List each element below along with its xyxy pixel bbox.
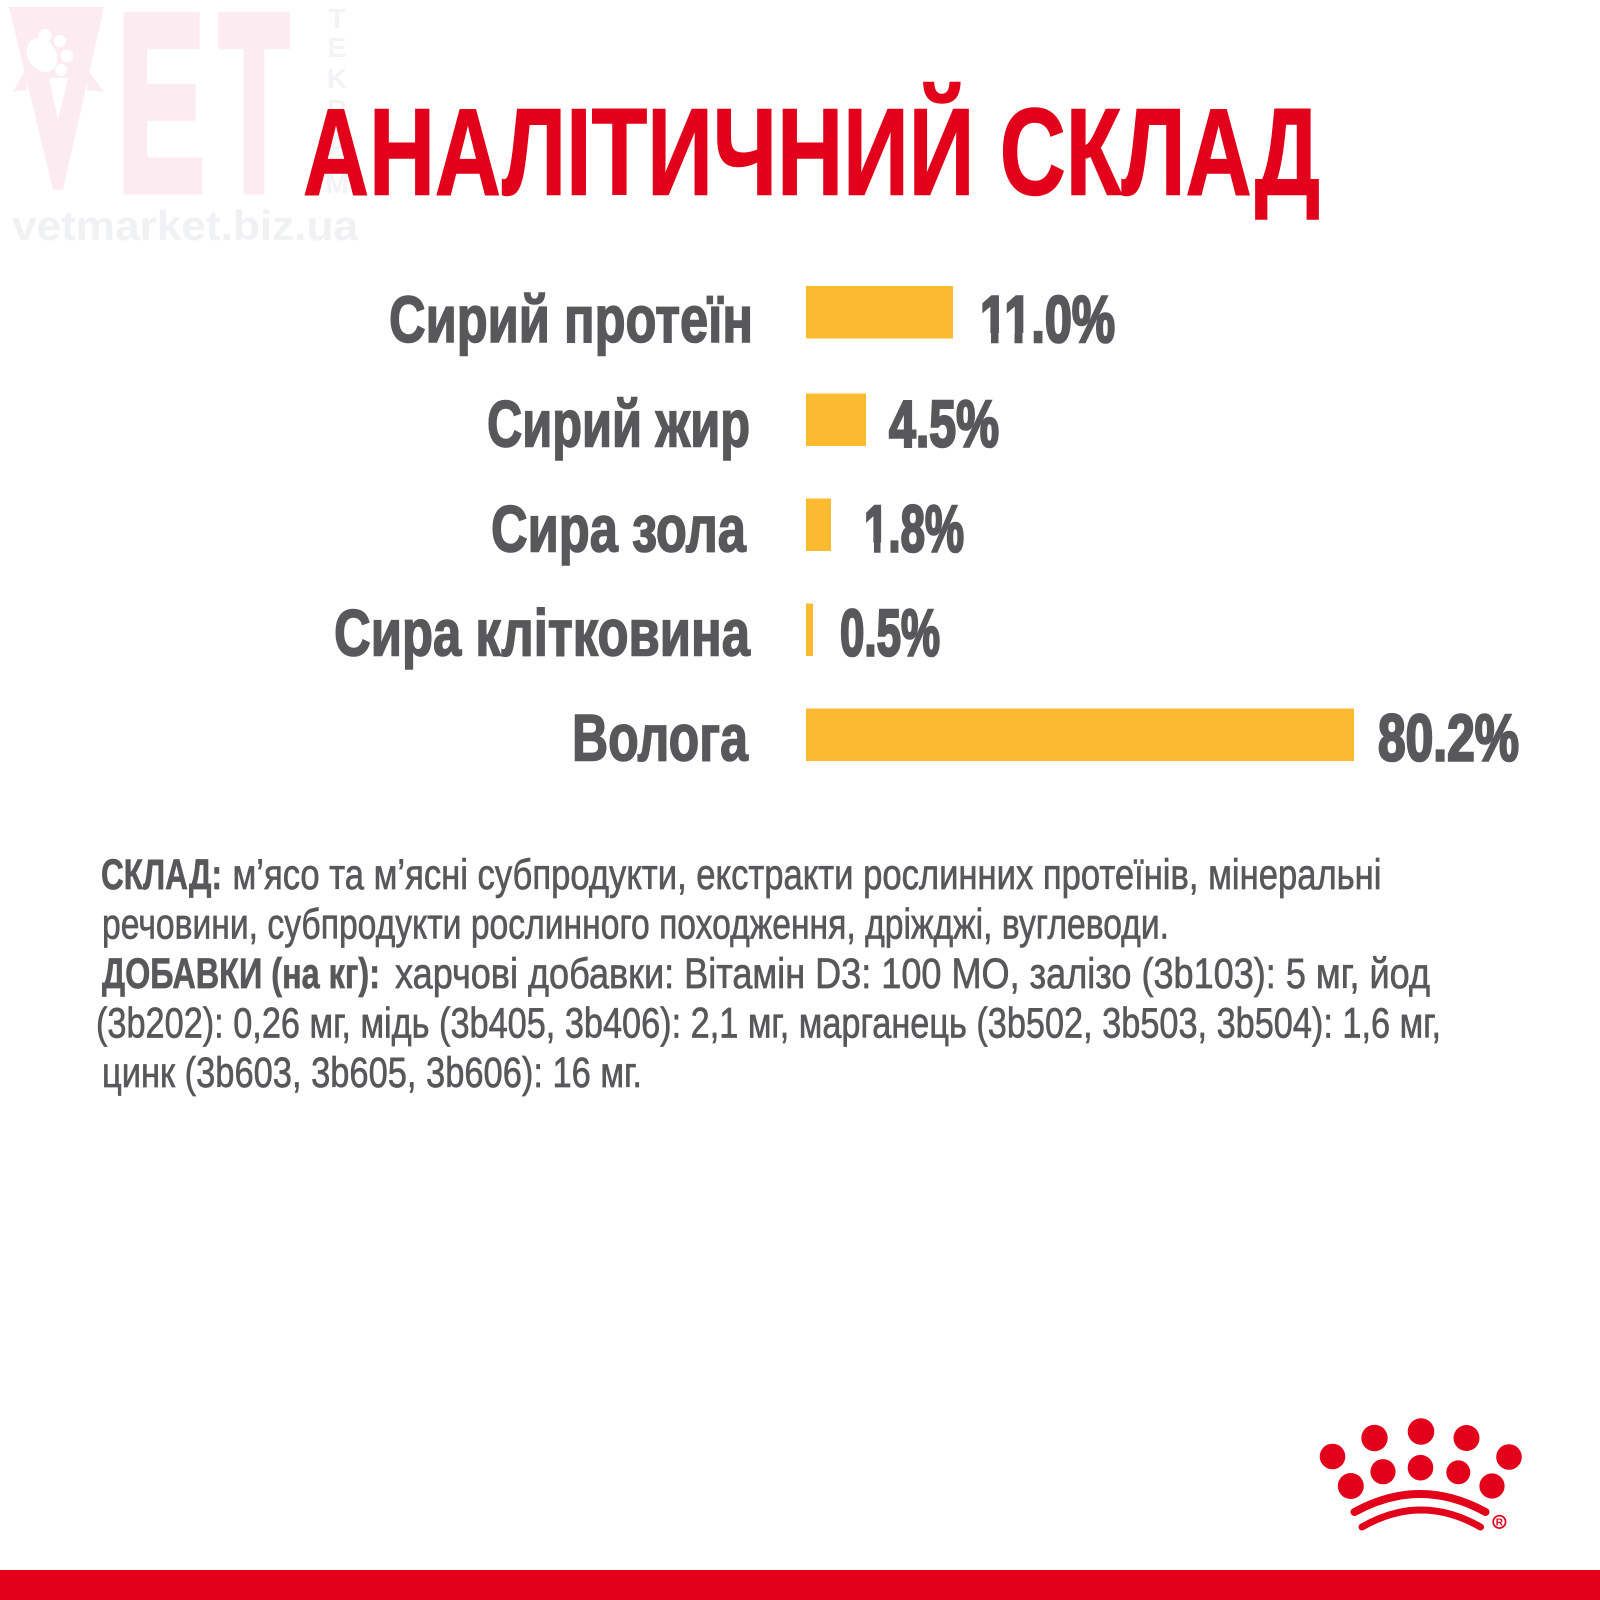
svg-text:vetmarket.biz.ua: vetmarket.biz.ua — [12, 202, 359, 249]
svg-text:ДОБАВКИ (на кг):: ДОБАВКИ (на кг): — [102, 950, 380, 998]
svg-text:A: A — [327, 129, 347, 160]
svg-text:E: E — [117, 0, 205, 244]
svg-text:Сирий протеїн: Сирий протеїн — [389, 282, 753, 356]
svg-text:Сира клітковина: Сира клітковина — [334, 596, 751, 670]
svg-text:цинк (3b603, 3b605, 3b606): 16: цинк (3b603, 3b605, 3b606): 16 мг. — [102, 1049, 642, 1097]
svg-text:R: R — [1496, 1517, 1504, 1528]
svg-text:речовини, субпродукти рослинно: речовини, субпродукти рослинного походже… — [102, 901, 1169, 949]
svg-text:T: T — [219, 0, 289, 244]
svg-text:0.5%: 0.5% — [840, 596, 940, 670]
svg-text:АНАЛІТИЧНИЙ СКЛАД: АНАЛІТИЧНИЙ СКЛАД — [303, 84, 1320, 222]
svg-text:харчові добавки: Вітамін D3: 1: харчові добавки: Вітамін D3: 100 МО, зал… — [395, 950, 1430, 998]
svg-text:T: T — [328, 3, 345, 34]
svg-text:M: M — [325, 168, 348, 199]
svg-text:R: R — [327, 94, 347, 125]
svg-text:(3b202): 0,26 мг, мідь (3b405,: (3b202): 0,26 мг, мідь (3b405, 3b406): 2… — [96, 1000, 1441, 1048]
svg-text:Сирий жир: Сирий жир — [487, 387, 750, 461]
svg-text:СКЛАД:: СКЛАД: — [101, 851, 222, 899]
svg-text:м’ясо та м’ясні субпродукти, е: м’ясо та м’ясні субпродукти, екстракти р… — [233, 851, 1382, 899]
svg-text:K: K — [327, 63, 347, 94]
svg-text:Сира зола: Сира зола — [491, 492, 747, 566]
svg-text:E: E — [328, 32, 347, 63]
svg-text:80.2%: 80.2% — [1378, 701, 1519, 775]
svg-text:Волога: Волога — [572, 701, 749, 775]
svg-text:1.8%: 1.8% — [864, 492, 964, 566]
svg-text:4.5%: 4.5% — [889, 387, 999, 461]
